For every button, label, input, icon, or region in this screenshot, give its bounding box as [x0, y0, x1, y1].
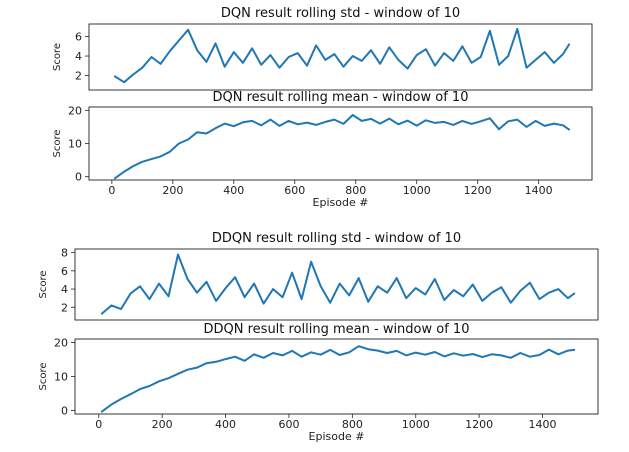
- series-line: [100, 253, 576, 315]
- y-axis-label: Score: [52, 129, 63, 157]
- panel-dqn-rolling-std: DQN result rolling std - window of 10 Sco…: [52, 6, 593, 91]
- y-tick-label: 0: [75, 171, 82, 184]
- x-tick-label: 1400: [529, 418, 557, 431]
- y-tick-label: 0: [61, 405, 68, 418]
- x-tick-label: 400: [223, 184, 244, 197]
- y-tick-label: 4: [61, 283, 68, 296]
- x-tick-label: 0: [108, 184, 115, 197]
- y-axis-label: Score: [52, 43, 63, 71]
- x-tick-label: 400: [215, 418, 236, 431]
- y-tick-label: 4: [75, 50, 82, 63]
- chart-title: DDQN result rolling mean - window of 10: [204, 322, 470, 337]
- panel-ddqn-rolling-mean: DDQN result rolling mean - window of 10 S…: [38, 322, 599, 443]
- x-tick-label: 200: [152, 418, 173, 431]
- x-tick-label: 200: [162, 184, 183, 197]
- y-tick-label: 8: [61, 247, 68, 260]
- y-tick-label: 20: [54, 336, 68, 349]
- plot-frame: [74, 248, 599, 321]
- series-line: [113, 27, 571, 84]
- y-axis-label: Score: [38, 362, 49, 390]
- x-tick-label: 1200: [464, 184, 492, 197]
- x-axis-label: Episode #: [313, 196, 369, 209]
- x-tick-label: 800: [342, 418, 363, 431]
- plot-frame: [74, 338, 599, 415]
- x-axis-label: Episode #: [309, 430, 365, 443]
- chart-title: DDQN result rolling std - window of 10: [212, 231, 461, 246]
- x-tick-label: 800: [345, 184, 366, 197]
- y-axis-label: Score: [38, 270, 49, 298]
- x-tick-label: 600: [278, 418, 299, 431]
- x-tick-label: 1400: [525, 184, 553, 197]
- x-tick-label: 1200: [465, 418, 493, 431]
- series-line: [113, 114, 571, 180]
- plot-frame: [88, 23, 593, 91]
- x-tick-label: 600: [284, 184, 305, 197]
- panel-dqn-rolling-mean: DQN result rolling mean - window of 10 Sc…: [52, 90, 593, 209]
- chart-title: DQN result rolling std - window of 10: [221, 6, 460, 21]
- y-tick-label: 6: [61, 265, 68, 278]
- chart-title: DQN result rolling mean - window of 10: [213, 90, 469, 105]
- x-tick-label: 1000: [402, 418, 430, 431]
- series-line: [100, 345, 576, 413]
- y-tick-label: 10: [54, 371, 68, 384]
- y-tick-label: 10: [68, 138, 82, 151]
- x-tick-label: 0: [95, 418, 102, 431]
- y-tick-label: 2: [61, 301, 68, 314]
- plot-frame: [88, 106, 593, 181]
- panel-ddqn-rolling-std: DDQN result rolling std - window of 10 Sc…: [38, 231, 599, 321]
- x-tick-label: 1000: [403, 184, 431, 197]
- y-tick-label: 6: [75, 31, 82, 44]
- y-tick-label: 2: [75, 69, 82, 82]
- y-tick-label: 20: [68, 104, 82, 117]
